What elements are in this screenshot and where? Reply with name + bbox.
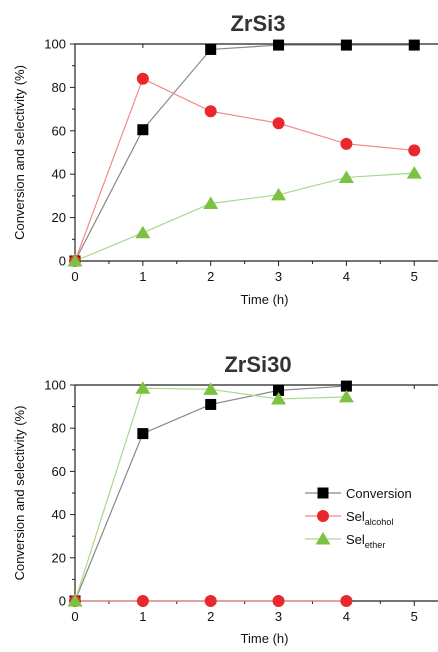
data-point-alcohol: [272, 117, 285, 130]
data-point-alcohol: [204, 595, 217, 607]
data-point-conversion: [205, 398, 217, 410]
y-tick-label: 0: [59, 594, 66, 609]
data-point-ether: [271, 392, 287, 405]
y-tick-label: 80: [52, 421, 66, 436]
y-tick-label: 80: [52, 80, 66, 95]
data-point-alcohol: [340, 595, 353, 607]
data-point-alcohol: [136, 72, 149, 85]
data-point-alcohol: [408, 144, 421, 157]
y-tick-label: 0: [59, 254, 66, 269]
data-point-ether: [271, 187, 287, 201]
data-point-conversion: [408, 39, 420, 51]
x-tick-label: 4: [343, 269, 350, 284]
y-axis-label: Conversion and selectivity (%): [12, 65, 27, 240]
legend-label-subscript: ether: [365, 540, 386, 550]
data-point-alcohol: [272, 595, 285, 607]
y-tick-label: 40: [52, 167, 66, 182]
data-point-ether: [135, 381, 151, 394]
x-tick-label: 5: [411, 609, 418, 624]
x-tick-label: 3: [275, 609, 282, 624]
y-tick-label: 20: [52, 210, 66, 225]
data-point-ether: [338, 170, 354, 183]
data-point-ether: [203, 382, 219, 395]
x-tick-label: 0: [71, 269, 78, 284]
data-point-alcohol: [340, 137, 353, 150]
series-line-ether: [74, 172, 415, 262]
data-point-ether: [135, 225, 151, 239]
y-tick-label: 60: [52, 464, 66, 479]
x-tick-label: 1: [139, 269, 146, 284]
x-axis-label: Time (h): [241, 292, 289, 307]
y-tick-label: 60: [52, 123, 66, 138]
legend-label-alcohol: Selalcohol: [346, 509, 393, 527]
data-point-alcohol: [136, 595, 149, 607]
data-point-conversion: [137, 124, 149, 136]
legend-label-ether: Selether: [346, 532, 385, 550]
series-line-conversion: [74, 44, 415, 262]
data-point-ether: [67, 254, 83, 267]
series-line-alcohol: [74, 77, 415, 262]
x-tick-label: 1: [139, 609, 146, 624]
data-point-ether: [203, 196, 219, 209]
data-point-conversion: [273, 39, 285, 51]
data-point-conversion: [137, 428, 149, 440]
x-tick-label: 3: [275, 269, 282, 284]
data-point-conversion: [205, 43, 217, 55]
y-tick-label: 20: [52, 550, 66, 565]
x-tick-label: 4: [343, 609, 350, 624]
data-point-conversion: [273, 384, 285, 396]
chart-panel-zrsi30: ZrSi30 0 1 2 3 4 5 0 20 40 60 80 100 Time (h) Conversi…: [12, 352, 438, 646]
chart-panel-zrsi3: ZrSi3 0 1 2 3 4 5 0 20 40 60 80 100 Time (h) Conversio…: [12, 11, 438, 307]
x-tick-label: 2: [207, 269, 214, 284]
x-tick-label: 2: [207, 609, 214, 624]
x-axis-label: Time (h): [241, 631, 289, 646]
data-point-ether: [67, 594, 83, 607]
y-tick-label: 40: [52, 507, 66, 522]
chart-title: ZrSi3: [230, 11, 285, 36]
y-tick-label: 100: [44, 378, 66, 393]
chart-title: ZrSi30: [224, 352, 291, 377]
data-point-ether: [406, 166, 422, 179]
data-point-ether: [338, 389, 354, 403]
series-line-ether: [74, 387, 347, 602]
x-tick-label: 0: [71, 609, 78, 624]
x-tick-label: 5: [411, 269, 418, 284]
legend-label-conversion: Conversion: [346, 486, 412, 501]
data-point-alcohol: [204, 105, 217, 118]
y-tick-label: 100: [44, 37, 66, 52]
legend: Conversion Selalcohol Selether: [305, 486, 412, 550]
y-axis-label: Conversion and selectivity (%): [12, 406, 27, 581]
data-point-conversion: [340, 39, 352, 51]
data-point-conversion: [340, 380, 352, 392]
legend-label-subscript: alcohol: [365, 517, 394, 527]
legend-marker-conversion: [317, 487, 329, 499]
legend-marker-alcohol: [317, 510, 329, 522]
legend-marker-ether: [315, 532, 331, 545]
